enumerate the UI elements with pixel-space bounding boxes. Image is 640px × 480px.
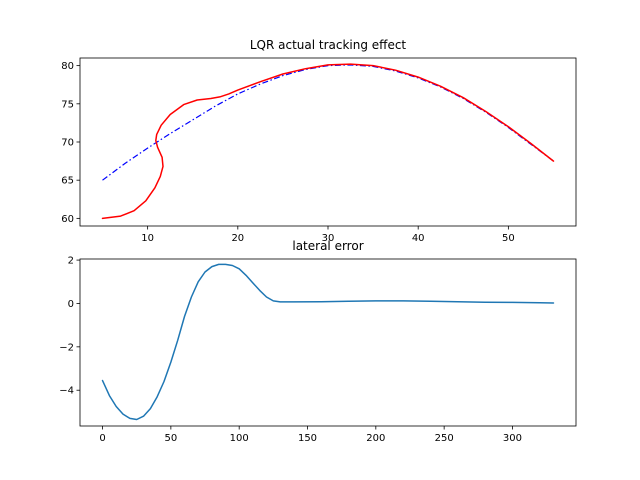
x-tick-label: 50 bbox=[164, 433, 177, 444]
y-tick-label: 2 bbox=[68, 256, 74, 267]
x-tick-label: 300 bbox=[503, 433, 522, 444]
x-tick-label: 250 bbox=[435, 433, 454, 444]
chart-title: LQR actual tracking effect bbox=[250, 38, 407, 52]
x-tick-label: 10 bbox=[141, 233, 154, 244]
x-tick-label: 150 bbox=[298, 433, 317, 444]
x-tick-label: 20 bbox=[231, 233, 244, 244]
axes-frame bbox=[79, 258, 577, 427]
x-tick-label: 100 bbox=[230, 433, 249, 444]
x-tick-label: 200 bbox=[366, 433, 385, 444]
subplot-tracking: LQR actual tracking effect 10 20 30 40 50 60… bbox=[61, 38, 577, 244]
y-tick-label: 70 bbox=[61, 138, 74, 149]
series-line-actual bbox=[101, 63, 555, 220]
y-tick-label: 60 bbox=[61, 214, 74, 225]
x-axis: 10 20 30 40 50 bbox=[141, 226, 515, 244]
x-axis: 0 50 100 150 200 250 300 bbox=[99, 426, 522, 444]
x-tick-label: 40 bbox=[412, 233, 425, 244]
y-axis: −4 −2 0 2 bbox=[59, 256, 80, 397]
x-tick-label: 0 bbox=[99, 433, 105, 444]
plot-area bbox=[101, 63, 555, 220]
plot-area bbox=[101, 263, 555, 421]
subplot-lateral-error: 0 50 100 150 200 250 300 −4 −2 0 2 lateral error bbox=[59, 239, 577, 444]
x-tick-label: 50 bbox=[502, 233, 515, 244]
y-axis: 60 65 70 75 80 bbox=[61, 61, 80, 225]
y-tick-label: −2 bbox=[59, 342, 74, 353]
x-tick-label: 30 bbox=[322, 233, 335, 244]
series-line-0 bbox=[101, 263, 555, 421]
y-tick-label: 75 bbox=[61, 99, 74, 110]
y-tick-label: 80 bbox=[61, 61, 74, 72]
series-line-reference bbox=[102, 64, 554, 181]
y-tick-label: 0 bbox=[68, 299, 74, 310]
y-tick-label: 65 bbox=[61, 176, 74, 187]
chart-title: lateral error bbox=[292, 239, 363, 253]
axes-frame bbox=[79, 57, 577, 227]
y-tick-label: −4 bbox=[59, 386, 74, 397]
